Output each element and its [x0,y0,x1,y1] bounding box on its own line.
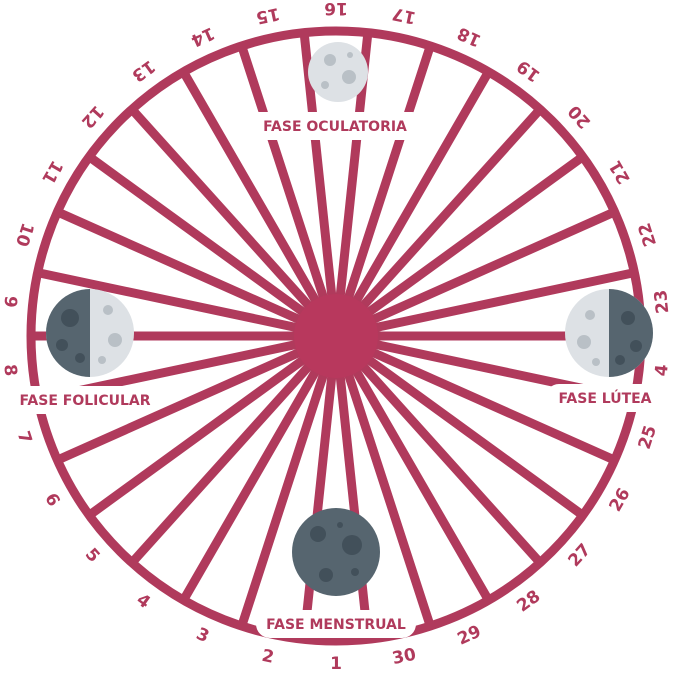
day-label: 14 [188,22,218,50]
day-label: 12 [77,101,108,132]
day-label: 11 [37,157,66,188]
spoke [179,69,340,339]
day-label: 15 [254,3,281,27]
day-label: 2 [260,646,276,668]
spoke [86,332,339,519]
spoke [332,332,544,566]
spoke [331,335,373,640]
spoke [179,333,340,603]
new-moon-icon [292,508,380,596]
day-label: 4 [652,363,673,377]
day-label: 6 [40,490,63,510]
day-label: 13 [128,56,159,86]
spoke [55,331,338,465]
day-label: 8 [0,363,20,377]
phase-label-ovulatoria-text: FASE OCULATORIA [263,119,407,135]
spoke [332,69,493,339]
day-label: 25 [635,423,661,452]
day-label: 4 [133,590,154,613]
last-quarter-moon-icon [565,289,653,377]
phase-label-ovulatoria: FASE OCULATORIA [244,112,426,140]
spoke [86,153,339,340]
spoke [55,207,338,341]
day-label: 19 [513,56,544,86]
spoke [237,44,341,338]
day-label: 9 [0,295,20,309]
spoke [299,32,341,337]
day-label: 29 [455,622,485,650]
day-label: 5 [81,544,104,566]
day-label: 30 [391,645,418,670]
day-label: 26 [606,485,635,516]
spoke [334,331,617,465]
phase-label-folicular-text: FASE FOLICULAR [19,393,150,409]
day-label: 3 [193,624,212,647]
spoke [334,207,617,341]
day-label: 17 [391,3,418,27]
spoke [128,332,340,566]
day-label: 16 [324,0,348,18]
spoke [36,268,337,341]
spoke [333,332,586,519]
phase-label-folicular: FASE FOLICULAR [10,386,160,414]
spoke [333,153,586,340]
day-label: 20 [564,101,595,132]
phase-label-menstrual: FASE MENSTRUAL [256,610,416,638]
day-label: 21 [606,157,635,188]
phase-label-lutea: FASE LÚTEA [545,384,665,412]
spoke [299,335,341,640]
day-label: 7 [13,429,36,446]
day-label: 1 [330,654,342,674]
spoke [331,44,435,338]
full-moon-icon [308,42,368,102]
day-label: 23 [651,289,673,315]
phase-label-lutea-text: FASE LÚTEA [558,389,651,407]
day-label: 18 [455,22,485,50]
first-quarter-moon-icon [46,289,134,377]
phase-label-menstrual-text: FASE MENSTRUAL [266,617,406,633]
center-hub [294,294,378,378]
spoke [332,333,493,603]
day-label: 28 [513,586,544,616]
spoke [332,106,544,340]
spoke [331,334,435,628]
day-label: 27 [564,540,595,571]
day-label: 22 [635,220,661,249]
day-label: 10 [11,220,37,249]
spoke [335,268,636,341]
spoke [128,106,340,340]
spoke [237,334,341,628]
